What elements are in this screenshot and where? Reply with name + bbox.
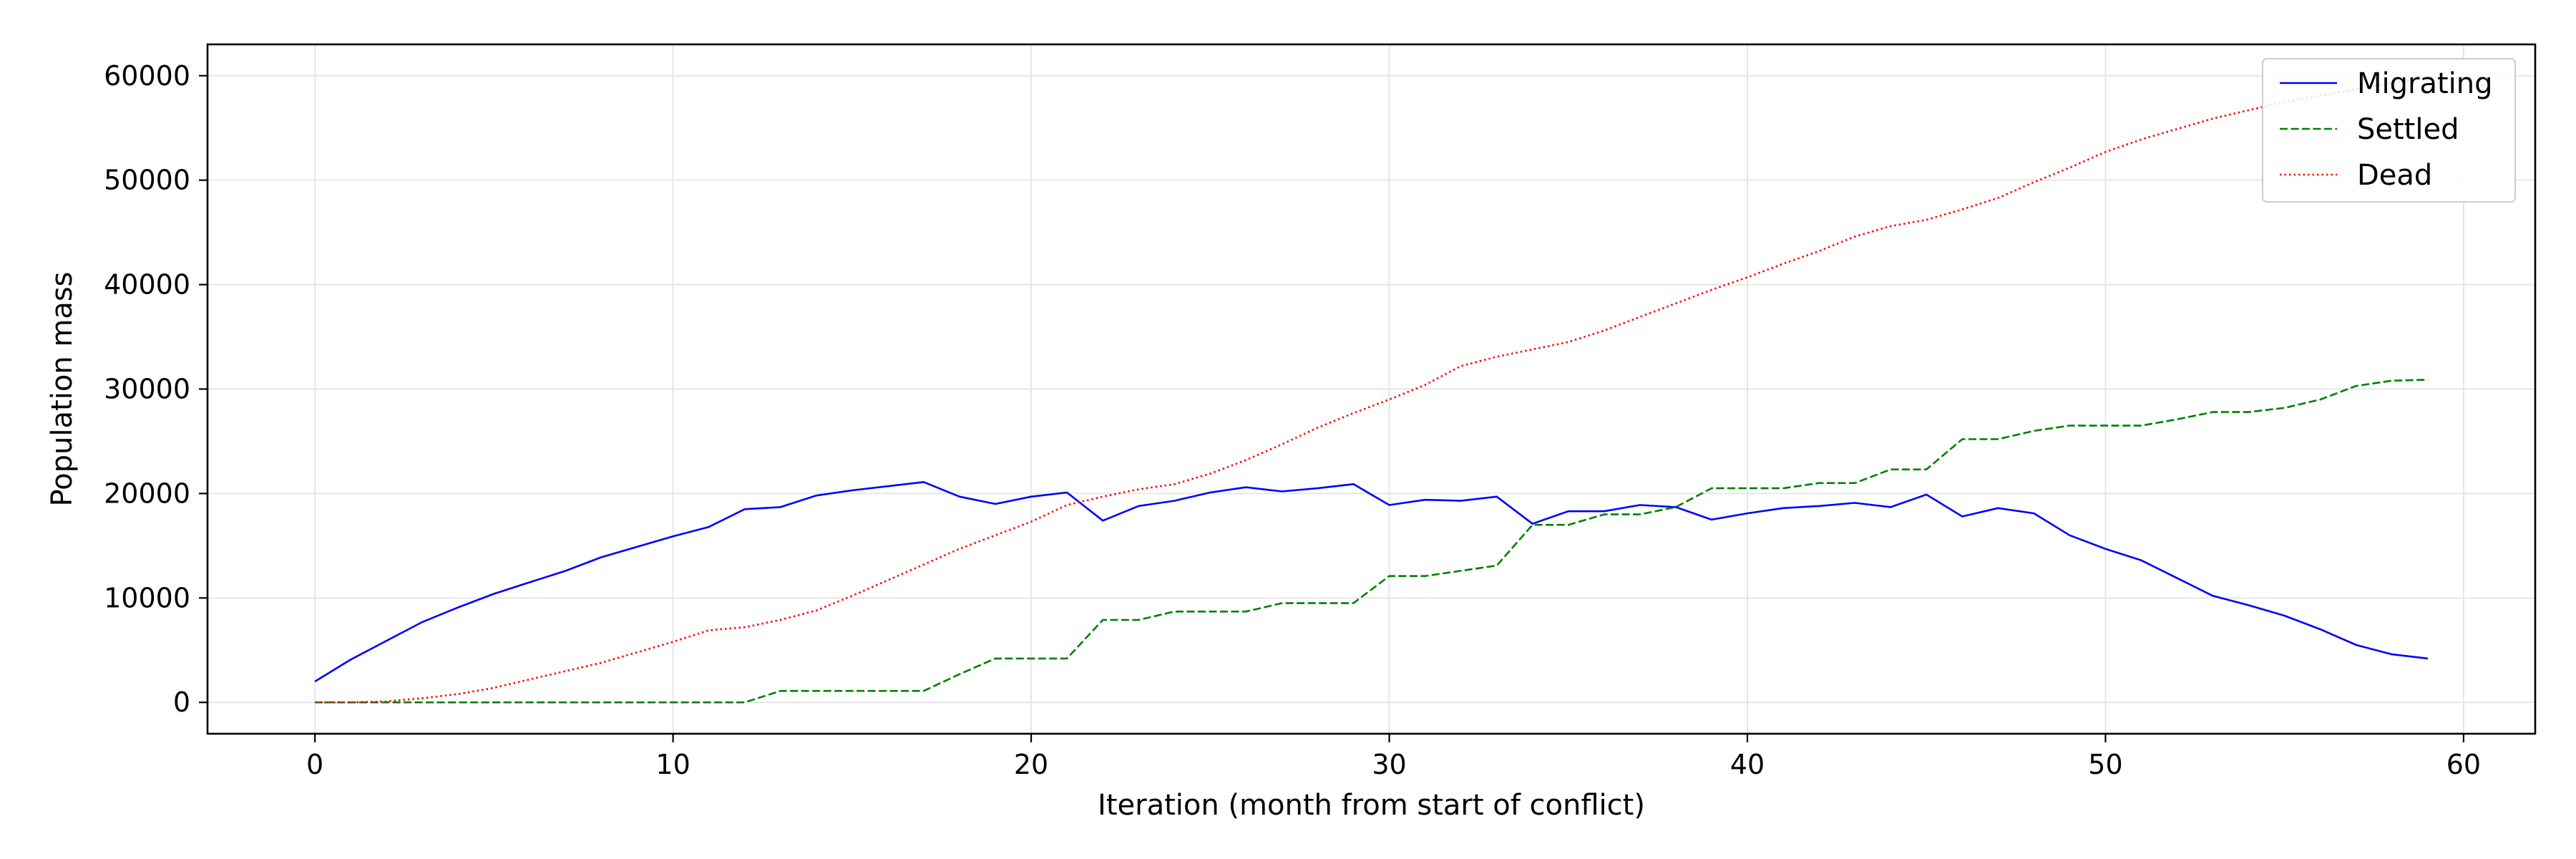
- legend-label-dead: Dead: [2357, 159, 2432, 192]
- x-tick-label: 30: [1372, 749, 1406, 780]
- y-tick-label: 60000: [104, 60, 190, 92]
- y-tick-label: 10000: [104, 582, 190, 613]
- y-tick-label: 50000: [104, 165, 190, 196]
- y-tick-label: 30000: [104, 374, 190, 405]
- x-tick-label: 60: [2446, 749, 2481, 780]
- x-tick-label: 0: [306, 749, 323, 780]
- series-lines: [314, 77, 2429, 704]
- x-tick-label: 20: [1014, 749, 1048, 780]
- x-axis-label: Iteration (month from start of conflict): [1098, 789, 1645, 822]
- legend-label-settled: Settled: [2357, 113, 2459, 146]
- series-line-dead: [315, 77, 2429, 704]
- series-line-settled: [315, 379, 2428, 704]
- y-tick-label: 20000: [104, 477, 190, 509]
- x-tick-label: 50: [2088, 749, 2122, 780]
- y-axis-label: Population mass: [46, 271, 79, 506]
- legend-label-migrating: Migrating: [2357, 67, 2493, 100]
- gridlines: [208, 44, 2535, 734]
- x-tick-label: 40: [1730, 749, 1765, 780]
- series-line-migrating: [314, 481, 2429, 683]
- y-tick-label: 0: [173, 686, 190, 718]
- y-tick-label: 40000: [104, 269, 190, 301]
- x-axis-ticks: 0 10 20 30 40 50 60: [306, 734, 2481, 780]
- legend: Migrating Settled Dead: [2262, 58, 2516, 203]
- y-axis-ticks: 0 10000 20000 30000 40000 50000 60000: [104, 60, 208, 718]
- x-tick-label: 10: [655, 749, 690, 780]
- legend-box: [2262, 58, 2516, 203]
